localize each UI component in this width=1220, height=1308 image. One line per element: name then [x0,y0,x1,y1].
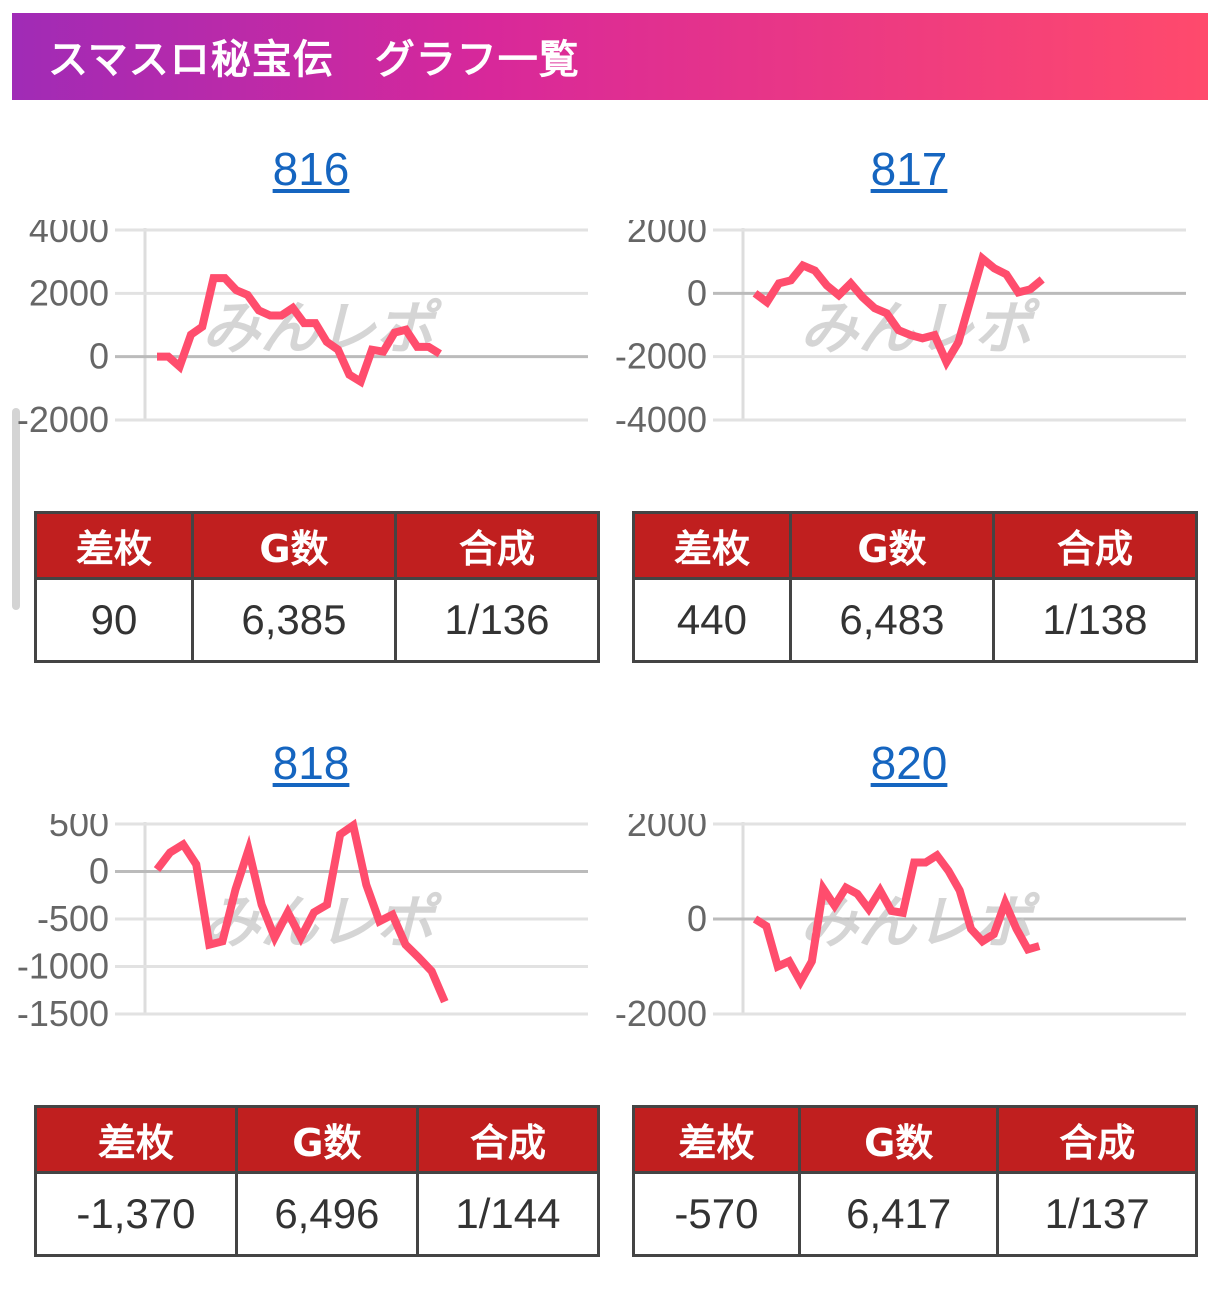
y-tick-label: 2000 [29,272,109,313]
table-row: 90 6,385 1/136 [36,579,599,662]
stats-table: 差枚 G数 合成 -570 6,417 1/137 [632,1105,1198,1257]
header-games: G数 [236,1107,417,1173]
header-diff: 差枚 [36,1107,237,1173]
machine-number-link[interactable]: 818 [12,736,610,790]
rate-value: 1/137 [998,1173,1197,1256]
games-value: 6,496 [236,1173,417,1256]
stats-table: 差枚 G数 合成 440 6,483 1/138 [632,511,1198,663]
machine-number-link[interactable]: 820 [610,736,1208,790]
y-tick-label: 0 [89,336,109,377]
slump-chart: 2000 0 -2000 -4000 みんレポ [610,220,1208,435]
header-games: G数 [790,513,993,579]
watermark-logo: みんレポ [800,296,1041,361]
diff-value: 90 [36,579,193,662]
games-value: 6,385 [192,579,395,662]
diff-value: 440 [634,579,791,662]
games-value: 6,483 [790,579,993,662]
y-tick-label: -2000 [17,399,109,435]
rate-value: 1/138 [993,579,1196,662]
y-tick-label: -1000 [17,946,109,987]
diff-value: -570 [634,1173,800,1256]
y-tick-label: 0 [687,272,707,313]
diff-value: -1,370 [36,1173,237,1256]
header-diff: 差枚 [634,1107,800,1173]
y-tick-label: -4000 [615,399,707,435]
y-tick-label: -500 [37,898,109,939]
y-tick-label: 500 [49,814,109,844]
y-tick-label: -2000 [615,336,707,377]
rate-value: 1/136 [395,579,598,662]
machine-card: 817 2000 0 -2000 -4000 みんレポ 差枚 G数 合成 440 6,4… [610,120,1208,714]
table-row: 440 6,483 1/138 [634,579,1197,662]
header-rate: 合成 [998,1107,1197,1173]
header-rate: 合成 [993,513,1196,579]
machine-number-link[interactable]: 817 [610,142,1208,196]
y-tick-label: 0 [687,898,707,939]
y-tick-label: -1500 [17,993,109,1029]
rate-value: 1/144 [417,1173,598,1256]
y-tick-label: 2000 [627,814,707,844]
page-title: スマスロ秘宝伝 グラフ一覧 [48,27,580,85]
stats-table: 差枚 G数 合成 -1,370 6,496 1/144 [34,1105,600,1257]
stats-table: 差枚 G数 合成 90 6,385 1/136 [34,511,600,663]
y-tick-label: -2000 [615,993,707,1029]
header-games: G数 [799,1107,998,1173]
y-tick-label: 0 [89,851,109,892]
header-rate: 合成 [417,1107,598,1173]
table-row: -1,370 6,496 1/144 [36,1173,599,1256]
page-header: スマスロ秘宝伝 グラフ一覧 [12,13,1208,100]
machine-number-link[interactable]: 816 [12,142,610,196]
header-diff: 差枚 [36,513,193,579]
y-tick-label: 4000 [29,220,109,250]
header-rate: 合成 [395,513,598,579]
y-tick-label: 2000 [627,220,707,250]
header-diff: 差枚 [634,513,791,579]
games-value: 6,417 [799,1173,998,1256]
header-games: G数 [192,513,395,579]
table-row: -570 6,417 1/137 [634,1173,1197,1256]
